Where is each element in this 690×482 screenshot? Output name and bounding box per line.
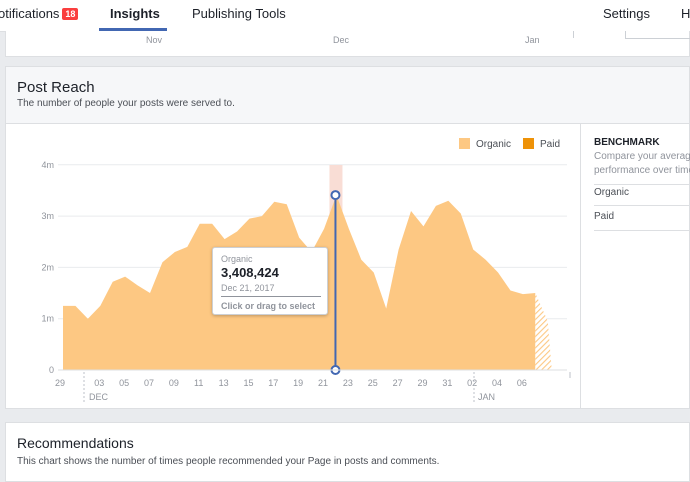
highlight-top-handle[interactable] xyxy=(330,190,341,201)
x-tick-label: 07 xyxy=(144,378,154,388)
x-tick-label: 23 xyxy=(343,378,353,388)
x-tick-label: 13 xyxy=(219,378,229,388)
x-tick-label: 15 xyxy=(243,378,253,388)
strip-tick xyxy=(573,31,574,38)
legend-organic-swatch xyxy=(459,138,470,149)
nav-notifications[interactable]: otifications 18 xyxy=(0,6,79,21)
x-tick-label: 29 xyxy=(417,378,427,388)
post-reach-header: Post Reach The number of people your pos… xyxy=(6,67,689,124)
benchmark-desc-line1: Compare your average xyxy=(594,151,690,162)
recommendations-subtitle: This chart shows the number of times peo… xyxy=(17,456,440,467)
previous-chart-strip: Nov Dec Jan xyxy=(5,31,690,57)
x-tick-label: 03 xyxy=(94,378,104,388)
legend-organic-label: Organic xyxy=(476,139,511,150)
x-tick-label: 27 xyxy=(393,378,403,388)
y-tick-label: 1m xyxy=(41,314,54,324)
recommendations-title: Recommendations xyxy=(17,435,134,451)
y-tick-label: 2m xyxy=(41,262,54,272)
organic-partial-area xyxy=(535,293,552,370)
post-reach-subtitle: The number of people your posts were ser… xyxy=(17,98,235,109)
x-tick-label: 29 xyxy=(55,378,65,388)
tooltip-divider xyxy=(221,296,321,297)
nav-insights[interactable]: Insights xyxy=(110,6,160,21)
strip-side-box xyxy=(625,31,690,39)
tooltip-value: 3,408,424 xyxy=(221,265,279,280)
y-tick-label: 3m xyxy=(41,211,54,221)
x-tick-label: 05 xyxy=(119,378,129,388)
x-tick-label: 21 xyxy=(318,378,328,388)
benchmark-desc-line2: performance over time xyxy=(594,165,690,176)
nav-publishing-tools[interactable]: Publishing Tools xyxy=(192,6,286,21)
legend-paid-label: Paid xyxy=(540,139,560,150)
x-tick-label: 04 xyxy=(492,378,502,388)
y-tick-label: 4m xyxy=(41,160,54,170)
chart-tooltip: Organic 3,408,424 Dec 21, 2017 Click or … xyxy=(212,247,328,315)
x-tick-label: 02 xyxy=(467,378,477,388)
nav-settings[interactable]: Settings xyxy=(603,6,650,21)
notifications-count-badge: 18 xyxy=(62,8,79,20)
benchmark-description: Compare your average performance over ti… xyxy=(594,150,690,178)
benchmark-title: BENCHMARK xyxy=(594,137,660,148)
x-tick-label: 17 xyxy=(268,378,278,388)
recommendations-card: Recommendations This chart shows the num… xyxy=(5,422,690,482)
month-label: JAN xyxy=(478,392,495,402)
strip-label-jan: Jan xyxy=(525,35,540,45)
benchmark-panel: BENCHMARK Compare your average performan… xyxy=(580,123,690,408)
benchmark-organic-option[interactable]: Organic xyxy=(594,184,690,206)
x-tick-label: 31 xyxy=(442,378,452,388)
benchmark-paid-option[interactable]: Paid xyxy=(594,209,690,231)
x-tick-label: 25 xyxy=(368,378,378,388)
x-tick-label: 19 xyxy=(293,378,303,388)
x-tick-label: 09 xyxy=(169,378,179,388)
top-nav: otifications 18 Insights Publishing Tools… xyxy=(0,0,690,32)
tooltip-hint: Click or drag to select xyxy=(221,301,316,311)
nav-help[interactable]: H xyxy=(681,6,690,21)
x-tick-label: 11 xyxy=(194,378,203,388)
month-label: DEC xyxy=(89,392,109,402)
nav-active-indicator xyxy=(99,28,167,31)
nav-notifications-label: otifications xyxy=(0,6,60,21)
y-tick-label: 0 xyxy=(49,365,54,375)
tooltip-date: Dec 21, 2017 xyxy=(221,283,275,293)
post-reach-title: Post Reach xyxy=(17,79,95,96)
legend-paid-swatch xyxy=(523,138,534,149)
tooltip-series-label: Organic xyxy=(221,254,253,264)
strip-label-dec: Dec xyxy=(333,35,350,45)
x-tick-label: 06 xyxy=(517,378,527,388)
strip-label-nov: Nov xyxy=(146,35,163,45)
